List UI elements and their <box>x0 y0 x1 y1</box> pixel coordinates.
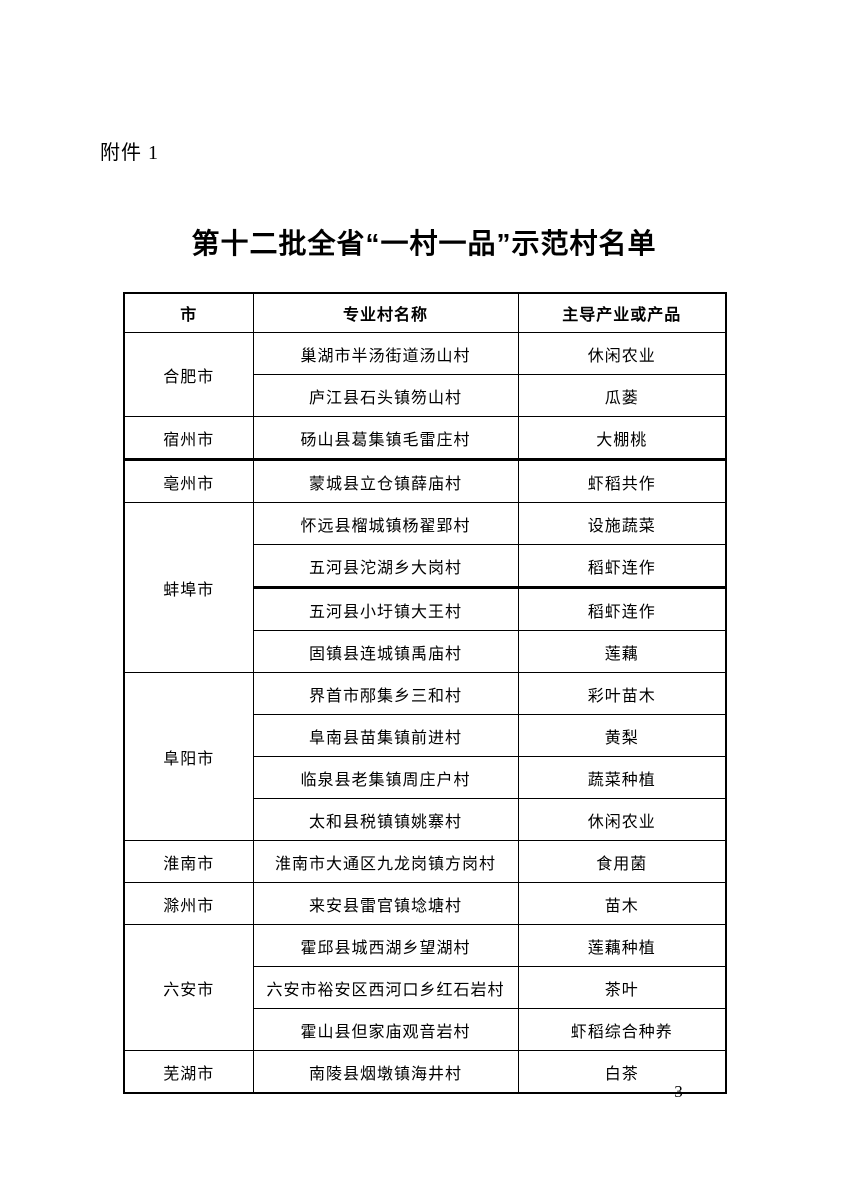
product-cell: 休闲农业 <box>517 332 727 375</box>
header-row: 市 专业村名称 主导产业或产品 <box>123 292 727 333</box>
village-name-cell: 怀远县榴城镇杨翟郢村 <box>252 502 519 545</box>
table-row: 临泉县老集镇周庄户村 蔬菜种植 <box>124 756 727 799</box>
product-cell: 休闲农业 <box>517 798 727 841</box>
page-number: — 3 — <box>645 1082 716 1101</box>
table-row: 阜南县苗集镇前进村 黄梨 <box>124 714 727 757</box>
table-row: 五河县小圩镇大王村 稻虾连作 <box>124 587 727 631</box>
village-name-cell: 霍山县但家庙观音岩村 <box>252 1008 519 1051</box>
column-header-village-name: 专业村名称 <box>252 292 519 333</box>
table-row: 太和县税镇镇姚寨村 休闲农业 <box>124 798 727 841</box>
village-name-cell: 固镇县连城镇禹庙村 <box>252 630 519 673</box>
city-cell: 滁州市 <box>123 882 254 925</box>
village-name-cell: 五河县沱湖乡大岗村 <box>252 544 519 589</box>
city-cell: 合肥市 <box>123 332 254 417</box>
page-title: 第十二批全省“一村一品”示范村名单 <box>191 228 657 259</box>
city-cell: 蚌埠市 <box>123 502 254 673</box>
village-name-cell: 南陵县烟墩镇海井村 <box>252 1050 519 1094</box>
product-cell: 虾稻共作 <box>517 459 727 503</box>
table-row: 蚌埠市 怀远县榴城镇杨翟郢村 设施蔬菜 <box>123 502 727 673</box>
village-name-cell: 砀山县葛集镇毛雷庄村 <box>252 416 519 461</box>
city-cell: 亳州市 <box>123 459 254 503</box>
table-row: 霍山县但家庙观音岩村 虾稻综合种养 <box>124 1008 727 1051</box>
table-row: 固镇县连城镇禹庙村 莲藕 <box>124 630 727 673</box>
city-cell: 芜湖市 <box>123 1050 254 1094</box>
product-cell: 白茶 <box>517 1050 727 1094</box>
village-table-container: 市 专业村名称 主导产业或产品 合肥市 巢湖市半汤街道汤山村 休闲农业 庐江县石头镇笏… <box>123 292 727 1094</box>
product-cell: 彩叶苗木 <box>517 672 727 715</box>
table-row: 亳州市 蒙城县立仓镇薛庙村 虾稻共作 <box>123 459 727 503</box>
product-cell: 蔬菜种植 <box>517 756 727 799</box>
product-cell: 大棚桃 <box>517 416 727 461</box>
table-body: 合肥市 巢湖市半汤街道汤山村 休闲农业 庐江县石头镇笏山村 瓜蒌 宿州市 砀山县葛集镇毛雷庄… <box>123 332 727 1094</box>
city-cell: 阜阳市 <box>123 672 254 841</box>
table-row: 阜阳市 界首市邴集乡三和村 彩叶苗木 <box>123 672 727 841</box>
city-cell: 宿州市 <box>123 416 254 461</box>
village-name-cell: 六安市裕安区西河口乡红石岩村 <box>252 966 519 1009</box>
village-name-cell: 庐江县石头镇笏山村 <box>252 374 519 417</box>
table-header: 市 专业村名称 主导产业或产品 <box>123 292 727 333</box>
village-name-cell: 界首市邴集乡三和村 <box>252 672 519 715</box>
village-name-cell: 太和县税镇镇姚寨村 <box>252 798 519 841</box>
table-row: 宿州市 砀山县葛集镇毛雷庄村 大棚桃 <box>123 416 727 461</box>
city-cell: 淮南市 <box>123 840 254 883</box>
village-name-cell: 蒙城县立仓镇薛庙村 <box>252 459 519 503</box>
village-name-cell: 五河县小圩镇大王村 <box>252 587 519 631</box>
village-name-cell: 阜南县苗集镇前进村 <box>252 714 519 757</box>
product-cell: 莲藕 <box>517 630 727 673</box>
city-cell: 六安市 <box>123 924 254 1051</box>
product-cell: 设施蔬菜 <box>517 502 727 545</box>
product-cell: 茶叶 <box>517 966 727 1009</box>
product-cell: 食用菌 <box>517 840 727 883</box>
village-name-cell: 淮南市大通区九龙岗镇方岗村 <box>252 840 519 883</box>
village-name-cell: 霍邱县城西湖乡望湖村 <box>252 924 519 967</box>
table-row: 合肥市 巢湖市半汤街道汤山村 休闲农业 <box>123 332 727 417</box>
table-row: 淮南市 淮南市大通区九龙岗镇方岗村 食用菌 <box>123 840 727 883</box>
product-cell: 稻虾连作 <box>517 544 727 589</box>
product-cell: 稻虾连作 <box>517 587 727 631</box>
product-cell: 苗木 <box>517 882 727 925</box>
table-row: 芜湖市 南陵县烟墩镇海井村 白茶 <box>123 1050 727 1094</box>
village-name-cell: 临泉县老集镇周庄户村 <box>252 756 519 799</box>
product-cell: 莲藕种植 <box>517 924 727 967</box>
attachment-label: 附件 1 <box>100 142 159 164</box>
table-row: 六安市 霍邱县城西湖乡望湖村 莲藕种植 <box>123 924 727 1051</box>
column-header-industry: 主导产业或产品 <box>517 292 727 333</box>
product-cell: 瓜蒌 <box>517 374 727 417</box>
table-row: 庐江县石头镇笏山村 瓜蒌 <box>124 374 727 417</box>
village-name-cell: 巢湖市半汤街道汤山村 <box>252 332 519 375</box>
table-row: 六安市裕安区西河口乡红石岩村 茶叶 <box>124 966 727 1009</box>
column-header-city: 市 <box>123 292 254 333</box>
table-row: 五河县沱湖乡大岗村 稻虾连作 <box>124 544 727 589</box>
villages-table: 市 专业村名称 主导产业或产品 合肥市 巢湖市半汤街道汤山村 休闲农业 庐江县石头镇笏… <box>123 292 727 1094</box>
table-row: 滁州市 来安县雷官镇埝塘村 苗木 <box>123 882 727 925</box>
product-cell: 黄梨 <box>517 714 727 757</box>
village-name-cell: 来安县雷官镇埝塘村 <box>252 882 519 925</box>
product-cell: 虾稻综合种养 <box>517 1008 727 1051</box>
